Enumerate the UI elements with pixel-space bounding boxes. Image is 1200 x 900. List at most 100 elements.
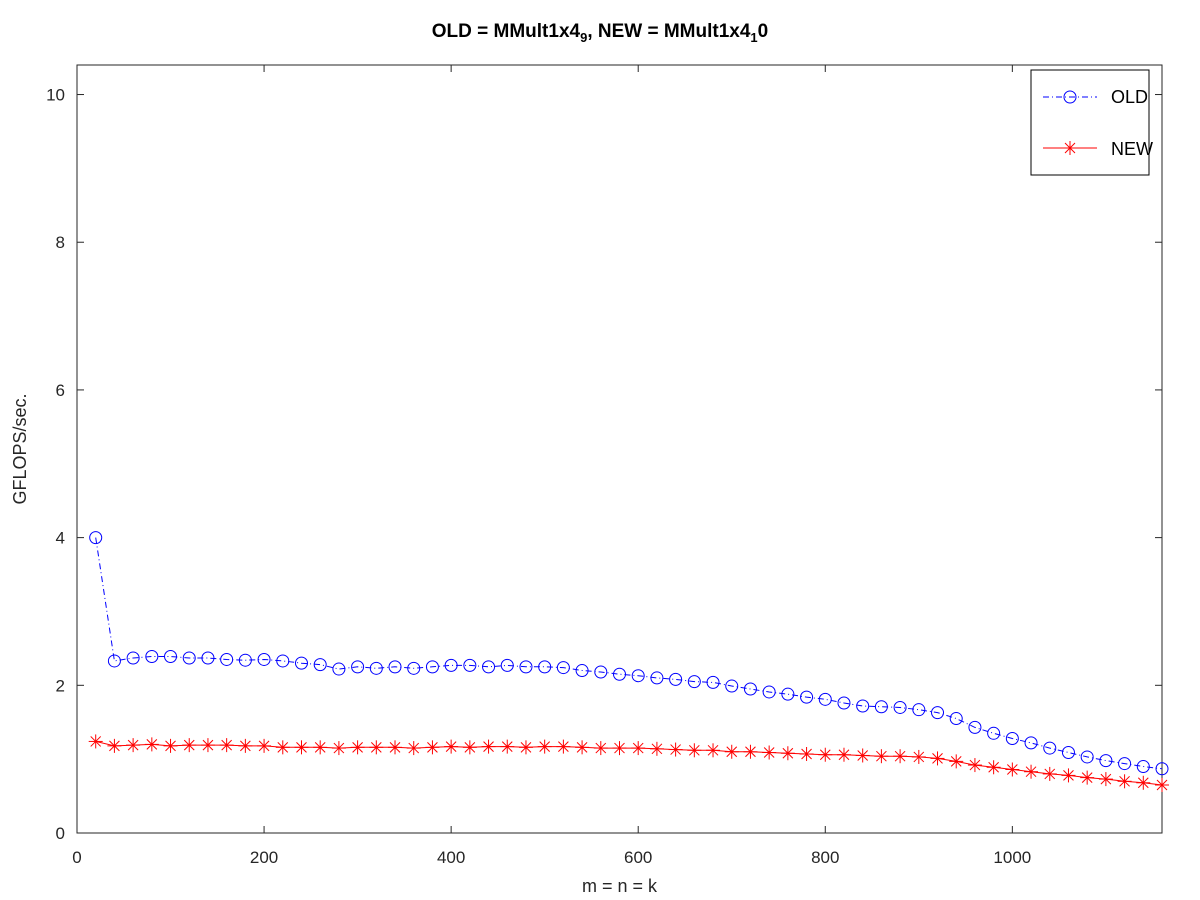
data-point-new: [388, 740, 403, 755]
data-point-old: [931, 706, 945, 720]
data-point-new: [500, 739, 515, 754]
data-point-old: [949, 712, 963, 726]
data-point-new: [369, 740, 384, 755]
data-point-new: [780, 746, 795, 761]
data-point-old: [482, 660, 496, 674]
data-point-old: [1024, 736, 1038, 750]
x-tick-label: 1000: [993, 848, 1031, 867]
data-point-new: [1061, 768, 1076, 783]
y-tick-label: 10: [46, 86, 65, 105]
y-tick-label: 4: [56, 529, 65, 548]
data-point-new: [331, 741, 346, 756]
data-point-old: [1155, 762, 1169, 776]
data-point-old: [407, 661, 421, 675]
data-point-new: [1024, 764, 1039, 779]
title-part1: OLD = MMult1x4: [432, 21, 581, 42]
data-point-old: [968, 720, 982, 734]
data-point-new: [107, 738, 122, 753]
data-point-old: [837, 696, 851, 710]
data-point-new: [724, 744, 739, 759]
data-point-old: [1080, 750, 1094, 764]
data-point-new: [313, 740, 328, 755]
data-point-old: [107, 654, 121, 668]
series-markers: [88, 531, 1169, 792]
data-point-old: [650, 671, 664, 685]
data-point-old: [725, 679, 739, 693]
x-tick-label: 600: [624, 848, 652, 867]
series-lines: [95, 537, 1163, 786]
data-point-old: [556, 661, 570, 675]
data-point-new: [1042, 766, 1057, 781]
data-point-old: [257, 652, 271, 666]
title-part3: 0: [758, 21, 769, 42]
data-point-new: [949, 754, 964, 769]
data-point-new: [182, 738, 197, 753]
data-point-old: [781, 687, 795, 701]
chart-title: OLD = MMult1x49, NEW = MMult1x410: [432, 21, 768, 45]
data-point-old: [874, 700, 888, 714]
data-point-new: [967, 758, 982, 773]
data-point-old: [706, 675, 720, 689]
data-point-old: [1043, 741, 1057, 755]
data-point-old: [519, 660, 533, 674]
data-point-old: [1099, 754, 1113, 768]
data-point-old: [145, 650, 159, 664]
data-point-new: [350, 740, 365, 755]
data-point-old: [669, 672, 683, 686]
data-point-new: [799, 746, 814, 761]
data-point-new: [986, 760, 1001, 775]
data-point-old: [276, 654, 290, 668]
data-point-new: [462, 740, 477, 755]
data-point-old: [294, 656, 308, 670]
data-point-old: [351, 660, 365, 674]
y-tick-label: 8: [56, 233, 65, 252]
data-point-new: [294, 740, 309, 755]
data-point-new: [930, 751, 945, 766]
data-point-old: [575, 664, 589, 678]
data-point-new: [257, 738, 272, 753]
data-point-new: [612, 741, 627, 756]
data-point-new: [200, 738, 215, 753]
data-point-new: [706, 743, 721, 758]
data-point-old: [893, 700, 907, 714]
legend: OLD NEW: [1030, 69, 1153, 176]
series-line-old: [95, 537, 1163, 770]
x-axis-label: m = n = k: [582, 876, 658, 896]
data-point-old: [500, 658, 514, 672]
data-point-old: [594, 665, 608, 679]
data-point-old: [856, 699, 870, 713]
data-point-old: [1061, 746, 1075, 760]
data-point-new: [762, 745, 777, 760]
data-point-old: [1118, 757, 1132, 771]
data-point-new: [593, 741, 608, 756]
data-point-old: [388, 660, 402, 674]
data-point-old: [182, 651, 196, 665]
data-point-old: [313, 658, 327, 672]
data-point-old: [164, 650, 178, 664]
data-point-new: [668, 742, 683, 757]
data-point-new: [238, 738, 253, 753]
data-point-new: [518, 740, 533, 755]
data-point-old: [1136, 760, 1150, 774]
data-point-old: [463, 658, 477, 672]
data-point-old: [818, 692, 832, 706]
legend-old-marker: [1063, 90, 1077, 104]
data-point-old: [987, 726, 1001, 740]
data-point-new: [911, 749, 926, 764]
legend-new-marker: [1063, 141, 1077, 155]
data-point-new: [818, 747, 833, 762]
y-tick-label: 2: [56, 676, 65, 695]
data-point-new: [444, 739, 459, 754]
x-tick-label: 800: [811, 848, 839, 867]
title-sub1: 9: [580, 30, 587, 45]
data-point-new: [163, 738, 178, 753]
legend-new-label: NEW: [1111, 139, 1153, 159]
y-tick-label: 6: [56, 381, 65, 400]
data-point-new: [1136, 775, 1151, 790]
data-point-old: [631, 669, 645, 683]
data-point-new: [537, 739, 552, 754]
data-point-new: [1098, 772, 1113, 787]
data-point-new: [144, 737, 159, 752]
data-point-new: [649, 741, 664, 756]
